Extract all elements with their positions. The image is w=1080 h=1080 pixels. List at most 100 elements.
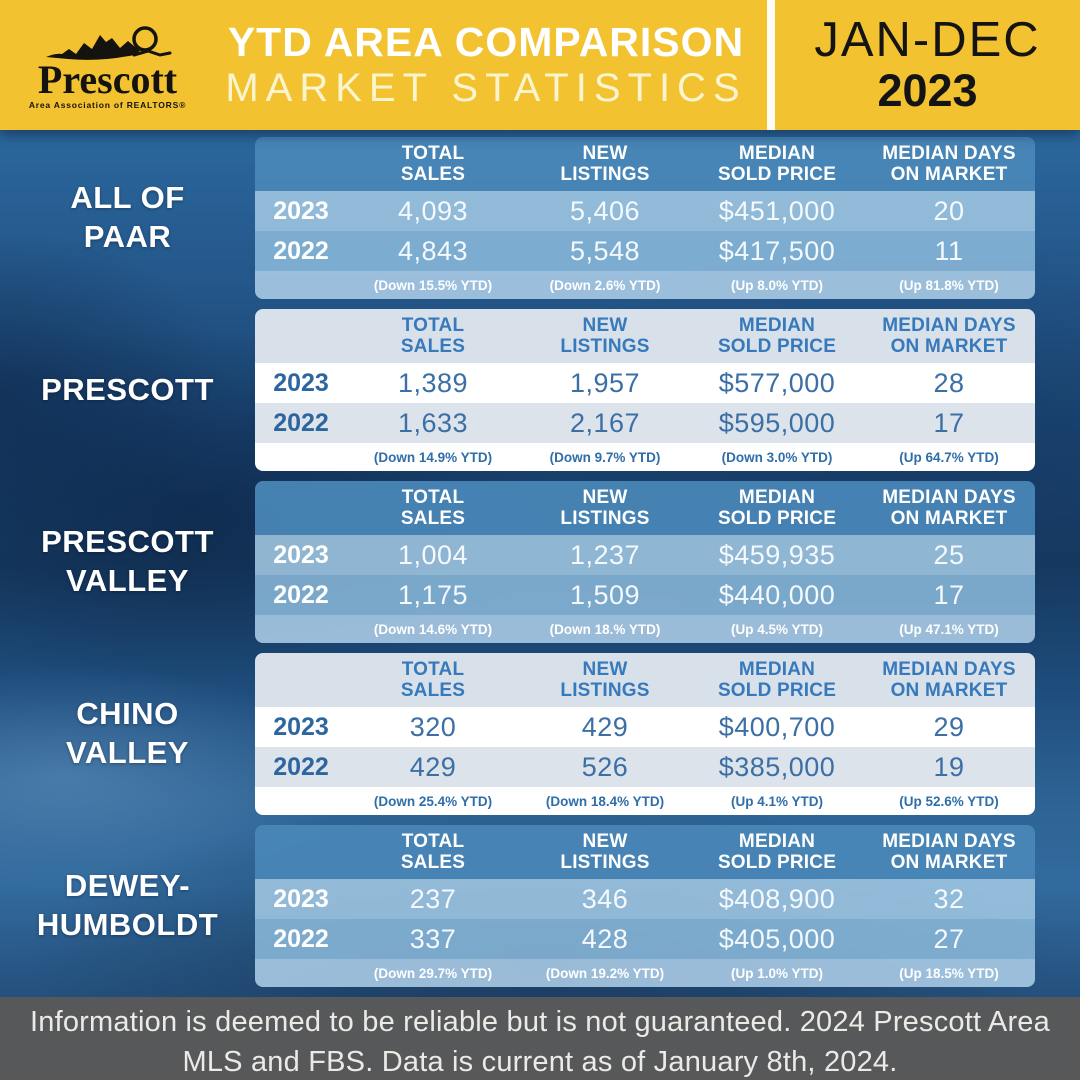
column-header: MEDIAN DAYS ON MARKET (882, 314, 1016, 357)
change-value: (Up 47.1% YTD) (899, 621, 999, 637)
stat-value: 19 (933, 751, 965, 782)
header-banner: Prescott Area Association of REALTORS® Y… (0, 0, 1080, 130)
change-value: (Down 25.4% YTD) (373, 793, 493, 809)
stat-value: 429 (409, 751, 457, 782)
change-value: (Down 18.% YTD) (549, 621, 661, 637)
change-value: (Up 4.1% YTD) (730, 793, 823, 809)
table-rows: 2023 1,389 1,957 $577,000 28 2022 1,633 2,167 $5… (255, 363, 1035, 471)
column-header: MEDIAN SOLD PRICE (717, 658, 837, 701)
stat-value: 32 (933, 883, 965, 914)
year-label: 2022 (273, 580, 329, 609)
area-label-line: VALLEY (66, 563, 189, 598)
area-label-line: DEWEY- (64, 868, 191, 904)
column-header: NEW LISTINGS (560, 486, 650, 529)
stats-table: TOTAL SALES NEW LISTINGS MEDIAN SOLD PRICE… (255, 309, 1035, 471)
column-header: NEW LISTINGS (560, 658, 650, 701)
column-header: MEDIAN DAYS ON MARKET (882, 142, 1016, 185)
logo-name: Prescott (37, 57, 178, 102)
column-header-row: TOTAL SALES NEW LISTINGS MEDIAN SOLD PRICE… (255, 825, 1035, 879)
stat-value: 1,389 (397, 367, 469, 398)
stat-value: 29 (933, 711, 965, 742)
column-header-row: TOTAL SALES NEW LISTINGS MEDIAN SOLD PRICE… (255, 137, 1035, 191)
year-label: 2023 (273, 368, 329, 397)
stat-value: 1,237 (569, 539, 641, 570)
column-header: NEW LISTINGS (560, 830, 650, 873)
area-label: ALL OF PAAR (0, 179, 255, 257)
stat-value: 11 (934, 235, 964, 266)
area-section: PRESCOTT VALLEY TOTAL SALES NEW LISTINGS ME… (0, 481, 1035, 643)
stats-table: TOTAL SALES NEW LISTINGS MEDIAN SOLD PRICE… (255, 481, 1035, 643)
change-row: (Down 25.4% YTD) (Down 18.4% YTD) (Up 4.1%… (255, 787, 1035, 815)
year-label: 2022 (273, 408, 329, 437)
area-label-line: PRESCOTT (41, 524, 214, 560)
area-label: PRESCOTT (0, 371, 255, 410)
table-rows: 2023 1,004 1,237 $459,935 25 2022 1,175 1,509 $4… (255, 535, 1035, 643)
stat-value: 28 (933, 367, 965, 398)
stat-value: 20 (933, 195, 965, 226)
change-row: (Down 14.6% YTD) (Down 18.% YTD) (Up 4.5% … (255, 615, 1035, 643)
data-row-2023: 2023 1,004 1,237 $459,935 25 (255, 535, 1035, 575)
area-label: CHINO VALLEY (0, 695, 255, 773)
change-value: (Up 52.6% YTD) (899, 793, 999, 809)
stat-value: 5,406 (569, 195, 641, 226)
stat-value: 4,843 (397, 235, 469, 266)
area-label-line: PRESCOTT (41, 371, 214, 407)
change-value: (Down 14.6% YTD) (373, 621, 493, 637)
stats-table: TOTAL SALES NEW LISTINGS MEDIAN SOLD PRICE… (255, 653, 1035, 815)
stats-table: TOTAL SALES NEW LISTINGS MEDIAN SOLD PRICE… (255, 137, 1035, 299)
data-row-2022: 2022 337 428 $405,000 27 (255, 919, 1035, 959)
change-value: (Down 18.4% YTD) (545, 793, 665, 809)
change-value: (Down 3.0% YTD) (721, 449, 833, 465)
data-row-2022: 2022 429 526 $385,000 19 (255, 747, 1035, 787)
stat-value: 320 (409, 711, 457, 742)
stat-value: 17 (933, 407, 965, 438)
stat-value: $451,000 (718, 195, 836, 226)
period-months: JAN-DEC (814, 12, 1041, 67)
year-label: 2023 (273, 540, 329, 569)
change-value: (Up 1.0% YTD) (730, 965, 823, 981)
period-block: JAN-DEC 2023 (775, 0, 1080, 130)
area-label-line: ALL OF (70, 180, 185, 216)
year-label: 2022 (273, 924, 329, 953)
change-row: (Down 15.5% YTD) (Down 2.6% YTD) (Up 8.0% … (255, 271, 1035, 299)
column-header: MEDIAN DAYS ON MARKET (882, 486, 1016, 529)
main-title: YTD AREA COMPARISON (227, 19, 745, 66)
period-year: 2023 (877, 64, 978, 116)
change-value: (Up 4.5% YTD) (730, 621, 823, 637)
stat-value: 346 (581, 883, 629, 914)
stat-value: 5,548 (569, 235, 641, 266)
title-block: YTD AREA COMPARISON MARKET STATISTICS (215, 0, 767, 130)
column-header: TOTAL SALES (400, 314, 466, 357)
year-label: 2023 (273, 196, 329, 225)
column-header: MEDIAN SOLD PRICE (717, 142, 837, 185)
mountain-sun-icon (38, 24, 178, 68)
data-row-2023: 2023 237 346 $408,900 32 (255, 879, 1035, 919)
change-value: (Up 18.5% YTD) (899, 965, 999, 981)
column-header: MEDIAN SOLD PRICE (717, 314, 837, 357)
stat-value: 27 (933, 923, 965, 954)
area-label-line: HUMBOLDT (36, 907, 219, 942)
year-label: 2023 (273, 884, 329, 913)
column-header: MEDIAN SOLD PRICE (717, 830, 837, 873)
column-header: TOTAL SALES (400, 830, 466, 873)
paar-logo: Prescott Area Association of REALTORS® (0, 0, 215, 130)
year-label: 2022 (273, 752, 329, 781)
change-value: (Down 14.9% YTD) (373, 449, 493, 465)
stat-value: 526 (581, 751, 629, 782)
logo-tagline: Area Association of REALTORS® (28, 100, 187, 110)
stat-value: 237 (409, 883, 457, 914)
column-header-row: TOTAL SALES NEW LISTINGS MEDIAN SOLD PRICE… (255, 481, 1035, 535)
stat-value: 428 (581, 923, 629, 954)
column-header: TOTAL SALES (400, 658, 466, 701)
data-row-2023: 2023 320 429 $400,700 29 (255, 707, 1035, 747)
column-header-row: TOTAL SALES NEW LISTINGS MEDIAN SOLD PRICE… (255, 309, 1035, 363)
area-label-line: CHINO (76, 696, 179, 732)
data-row-2022: 2022 4,843 5,548 $417,500 11 (255, 231, 1035, 271)
stat-value: 337 (409, 923, 457, 954)
area-section: CHINO VALLEY TOTAL SALES NEW LISTINGS MEDIA… (0, 653, 1035, 815)
stat-value: $385,000 (718, 751, 836, 782)
stat-value: $408,900 (718, 883, 836, 914)
area-section: DEWEY- HUMBOLDT TOTAL SALES NEW LISTINGS ME… (0, 825, 1035, 987)
header-divider (767, 0, 775, 130)
